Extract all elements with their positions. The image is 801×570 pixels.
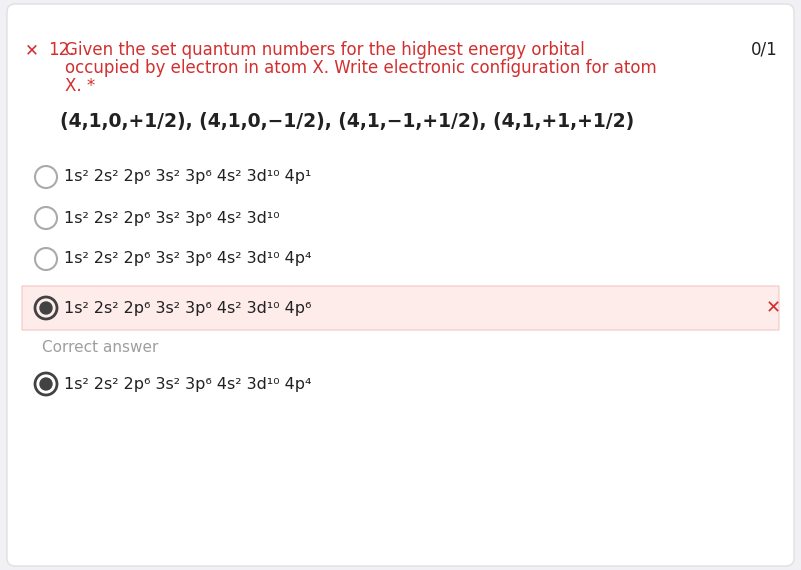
Text: (4,1,0,+1/2), (4,1,0,−1/2), (4,1,−1,+1/2), (4,1,+1,+1/2): (4,1,0,+1/2), (4,1,0,−1/2), (4,1,−1,+1/2…	[60, 112, 634, 132]
Text: Given the set quantum numbers for the highest energy orbital: Given the set quantum numbers for the hi…	[65, 41, 585, 59]
FancyBboxPatch shape	[7, 4, 794, 566]
Text: 1s² 2s² 2p⁶ 3s² 3p⁶ 4s² 3d¹⁰ 4p⁴: 1s² 2s² 2p⁶ 3s² 3p⁶ 4s² 3d¹⁰ 4p⁴	[64, 251, 312, 267]
Text: 0/1: 0/1	[751, 41, 778, 59]
FancyBboxPatch shape	[22, 286, 779, 330]
Text: 1s² 2s² 2p⁶ 3s² 3p⁶ 4s² 3d¹⁰ 4p⁶: 1s² 2s² 2p⁶ 3s² 3p⁶ 4s² 3d¹⁰ 4p⁶	[64, 300, 312, 316]
Circle shape	[35, 207, 57, 229]
Text: Correct answer: Correct answer	[42, 340, 159, 356]
Text: 1s² 2s² 2p⁶ 3s² 3p⁶ 4s² 3d¹⁰: 1s² 2s² 2p⁶ 3s² 3p⁶ 4s² 3d¹⁰	[64, 210, 280, 226]
Text: 12.: 12.	[48, 41, 74, 59]
Circle shape	[40, 378, 52, 390]
Text: 1s² 2s² 2p⁶ 3s² 3p⁶ 4s² 3d¹⁰ 4p⁴: 1s² 2s² 2p⁶ 3s² 3p⁶ 4s² 3d¹⁰ 4p⁴	[64, 377, 312, 392]
Circle shape	[35, 248, 57, 270]
Text: X. *: X. *	[65, 77, 95, 95]
Text: 1s² 2s² 2p⁶ 3s² 3p⁶ 4s² 3d¹⁰ 4p¹: 1s² 2s² 2p⁶ 3s² 3p⁶ 4s² 3d¹⁰ 4p¹	[64, 169, 312, 185]
Circle shape	[40, 302, 52, 314]
Text: ✕: ✕	[766, 299, 780, 317]
Circle shape	[35, 166, 57, 188]
Text: ✕: ✕	[25, 41, 39, 59]
Circle shape	[35, 373, 57, 395]
Text: occupied by electron in atom X. Write electronic configuration for atom: occupied by electron in atom X. Write el…	[65, 59, 657, 77]
